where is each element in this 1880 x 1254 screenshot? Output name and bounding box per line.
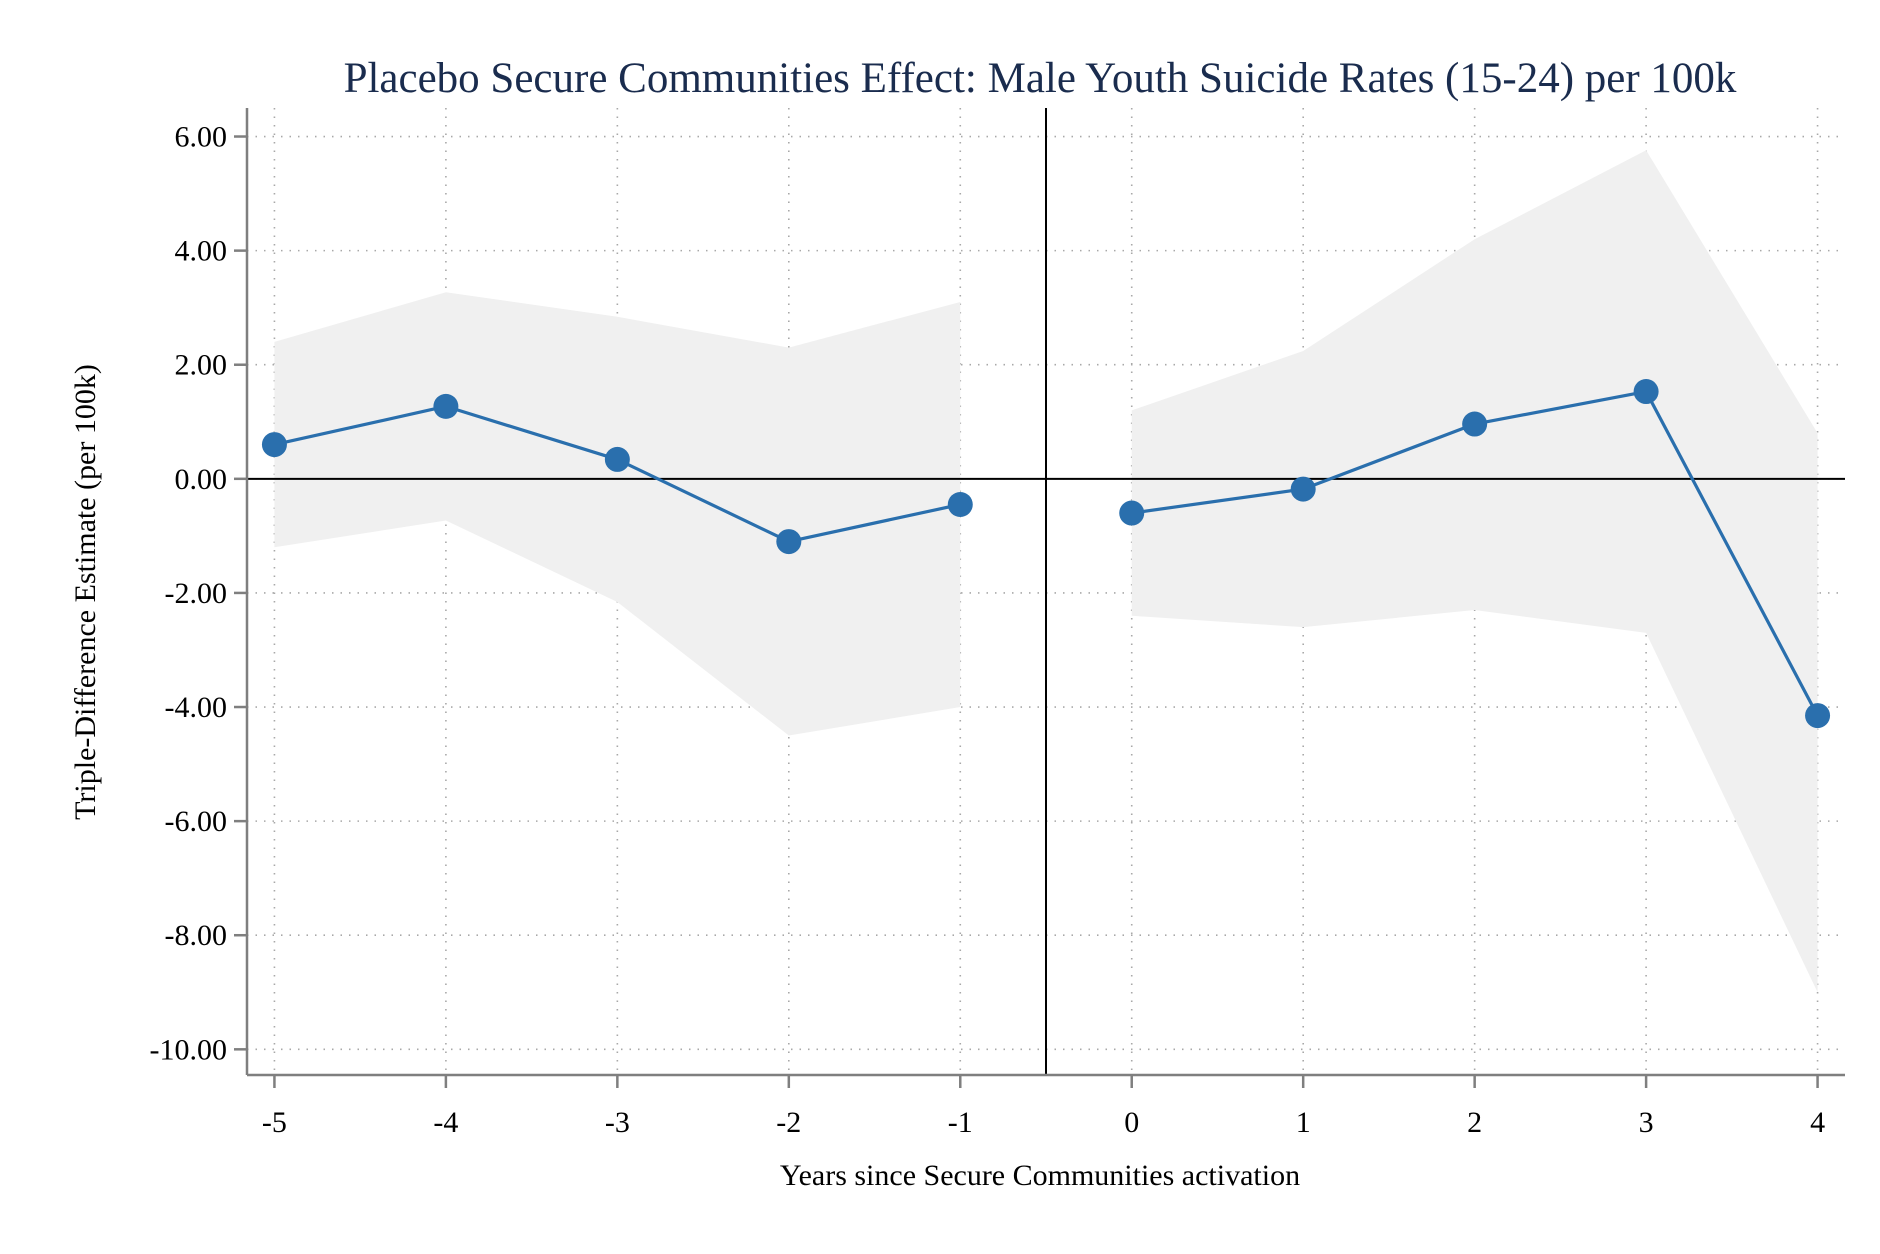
data-point bbox=[1462, 411, 1488, 437]
y-tick-label: 6.00 bbox=[175, 121, 228, 154]
x-tick-label: 0 bbox=[1124, 1106, 1139, 1139]
y-tick-label: 0.00 bbox=[175, 463, 228, 496]
x-tick-label: 1 bbox=[1296, 1106, 1311, 1139]
x-tick-label: -2 bbox=[776, 1106, 801, 1139]
confidence-band bbox=[1131, 150, 1818, 993]
tick-labels: 6.00 4.00 2.00 0.00 -2.00 -4.00 -6.00 -8.00 -10.… bbox=[150, 121, 1826, 1139]
x-axis-label: Years since Secure Communities activatio… bbox=[780, 1159, 1300, 1192]
y-tick-label: -2.00 bbox=[165, 577, 228, 610]
y-tick-label: -4.00 bbox=[165, 691, 228, 724]
x-tick-label: 2 bbox=[1467, 1106, 1482, 1139]
y-tick-label: -8.00 bbox=[165, 919, 228, 952]
x-tick-label: -5 bbox=[262, 1106, 287, 1139]
data-point bbox=[1633, 379, 1659, 405]
reference-lines bbox=[247, 108, 1845, 1075]
y-tick-label: -6.00 bbox=[165, 805, 228, 838]
y-tick-label: 4.00 bbox=[175, 235, 228, 268]
chart-title: Placebo Secure Communities Effect: Male … bbox=[344, 55, 1737, 102]
y-axis-label: Triple-Difference Estimate (per 100k) bbox=[69, 364, 102, 820]
data-point bbox=[1805, 703, 1831, 729]
data-point bbox=[1290, 476, 1316, 502]
y-tick-label: -10.00 bbox=[150, 1033, 228, 1066]
data-point bbox=[1119, 500, 1145, 526]
y-tick-label: 2.00 bbox=[175, 349, 228, 382]
axes bbox=[234, 108, 1845, 1088]
data-point bbox=[433, 393, 459, 419]
x-tick-label: -4 bbox=[433, 1106, 458, 1139]
x-tick-label: 3 bbox=[1639, 1106, 1654, 1139]
x-tick-label: -3 bbox=[605, 1106, 630, 1139]
data-point bbox=[261, 432, 287, 458]
data-point bbox=[947, 491, 973, 517]
x-tick-label: 4 bbox=[1810, 1106, 1825, 1139]
series-markers bbox=[261, 379, 1831, 729]
data-point bbox=[604, 446, 630, 472]
x-tick-label: -1 bbox=[948, 1106, 973, 1139]
data-point bbox=[776, 529, 802, 555]
